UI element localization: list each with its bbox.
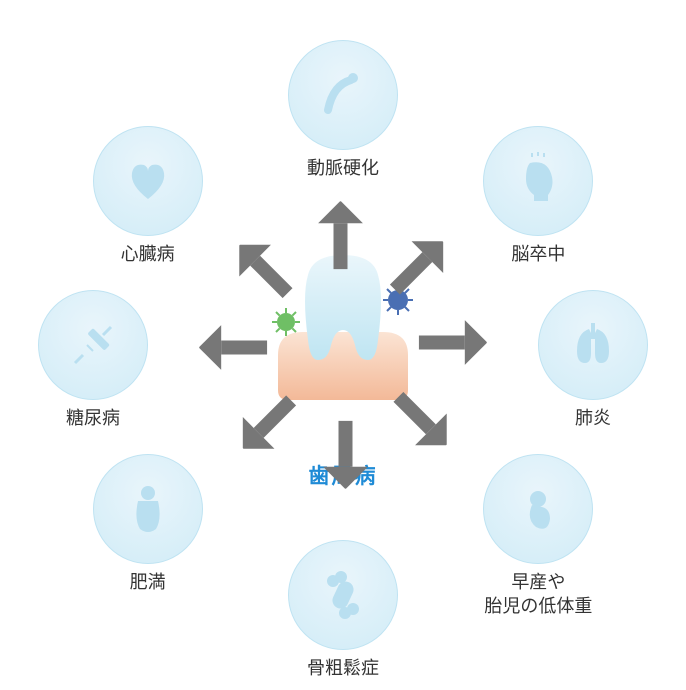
artery-icon [288,40,398,150]
node-osteoporosis: 骨粗鬆症 [288,540,398,680]
node-obesity: 肥満 [93,454,203,594]
heart-icon [93,126,203,236]
node-label: 糖尿病 [38,406,148,430]
node-label: 心臓病 [93,242,203,266]
node-label: 脳卒中 [483,242,593,266]
node-label: 早産や胎児の低体重 [483,570,593,619]
node-heart: 心臓病 [93,126,203,266]
syringe-icon [38,290,148,400]
node-label: 骨粗鬆症 [288,656,398,680]
arrow-icon [419,320,487,370]
node-label: 肺炎 [538,406,648,430]
arrow-icon [199,320,267,370]
node-stroke: 脳卒中 [483,126,593,266]
fetus-icon [483,454,593,564]
arrow-icon [318,201,368,269]
node-arteriosclerosis: 動脈硬化 [288,40,398,180]
body-icon [93,454,203,564]
head-icon [483,126,593,236]
node-pneumonia: 肺炎 [538,290,648,430]
node-label: 動脈硬化 [288,156,398,180]
bone-icon [288,540,398,650]
lungs-icon [538,290,648,400]
diagram-stage: 歯周病 動脈硬化脳卒中肺炎早産や胎児の低体重骨粗鬆症肥満糖尿病心臓病 [0,0,686,690]
node-diabetes: 糖尿病 [38,290,148,430]
arrow-icon [318,421,368,489]
node-preterm: 早産や胎児の低体重 [483,454,593,619]
node-label: 肥満 [93,570,203,594]
